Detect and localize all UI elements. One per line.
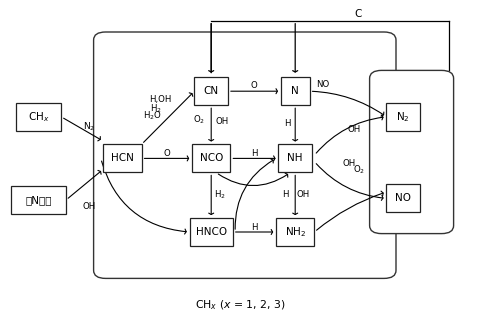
Text: N$_2$: N$_2$ xyxy=(396,110,410,124)
Text: NH: NH xyxy=(288,153,303,164)
Text: OH: OH xyxy=(348,125,361,134)
FancyBboxPatch shape xyxy=(15,103,61,131)
Text: CN: CN xyxy=(204,86,219,96)
Text: OH: OH xyxy=(215,117,228,126)
FancyBboxPatch shape xyxy=(370,70,454,234)
FancyBboxPatch shape xyxy=(386,103,420,131)
Text: OH: OH xyxy=(82,202,96,211)
FancyBboxPatch shape xyxy=(11,186,66,214)
Text: H: H xyxy=(251,223,257,232)
FancyBboxPatch shape xyxy=(386,184,420,212)
FancyBboxPatch shape xyxy=(281,77,310,105)
FancyBboxPatch shape xyxy=(94,32,396,278)
FancyBboxPatch shape xyxy=(192,144,230,172)
Text: O$_2$: O$_2$ xyxy=(193,113,205,126)
Text: NO: NO xyxy=(316,80,329,89)
Text: CH$_x$: CH$_x$ xyxy=(28,110,49,124)
Text: HNCO: HNCO xyxy=(196,227,227,237)
Text: O$_2$: O$_2$ xyxy=(353,163,365,176)
Text: H$_2$: H$_2$ xyxy=(214,189,226,202)
Text: OH: OH xyxy=(342,159,356,168)
Text: H: H xyxy=(251,149,257,158)
Text: OH: OH xyxy=(297,190,310,199)
FancyBboxPatch shape xyxy=(276,218,314,246)
Text: N$_2$: N$_2$ xyxy=(83,120,95,133)
FancyBboxPatch shape xyxy=(190,218,233,246)
Text: H: H xyxy=(282,190,289,199)
Text: H,OH: H,OH xyxy=(149,95,171,104)
Text: H: H xyxy=(284,119,290,128)
Text: CH$_x$ ($x$ = 1, 2, 3): CH$_x$ ($x$ = 1, 2, 3) xyxy=(195,299,285,312)
Text: 含N燃料: 含N燃料 xyxy=(25,195,52,205)
Text: O: O xyxy=(164,149,170,158)
Text: H$_2$: H$_2$ xyxy=(150,102,162,115)
Text: H$_2$O: H$_2$O xyxy=(143,109,162,122)
FancyBboxPatch shape xyxy=(103,144,142,172)
FancyBboxPatch shape xyxy=(278,144,312,172)
Text: N: N xyxy=(291,86,299,96)
Text: HCN: HCN xyxy=(111,153,134,164)
Text: NH$_2$: NH$_2$ xyxy=(285,225,306,239)
FancyBboxPatch shape xyxy=(194,77,228,105)
Text: NCO: NCO xyxy=(200,153,223,164)
Text: O: O xyxy=(251,81,257,90)
Text: C: C xyxy=(354,9,361,20)
Text: NO: NO xyxy=(395,193,411,204)
